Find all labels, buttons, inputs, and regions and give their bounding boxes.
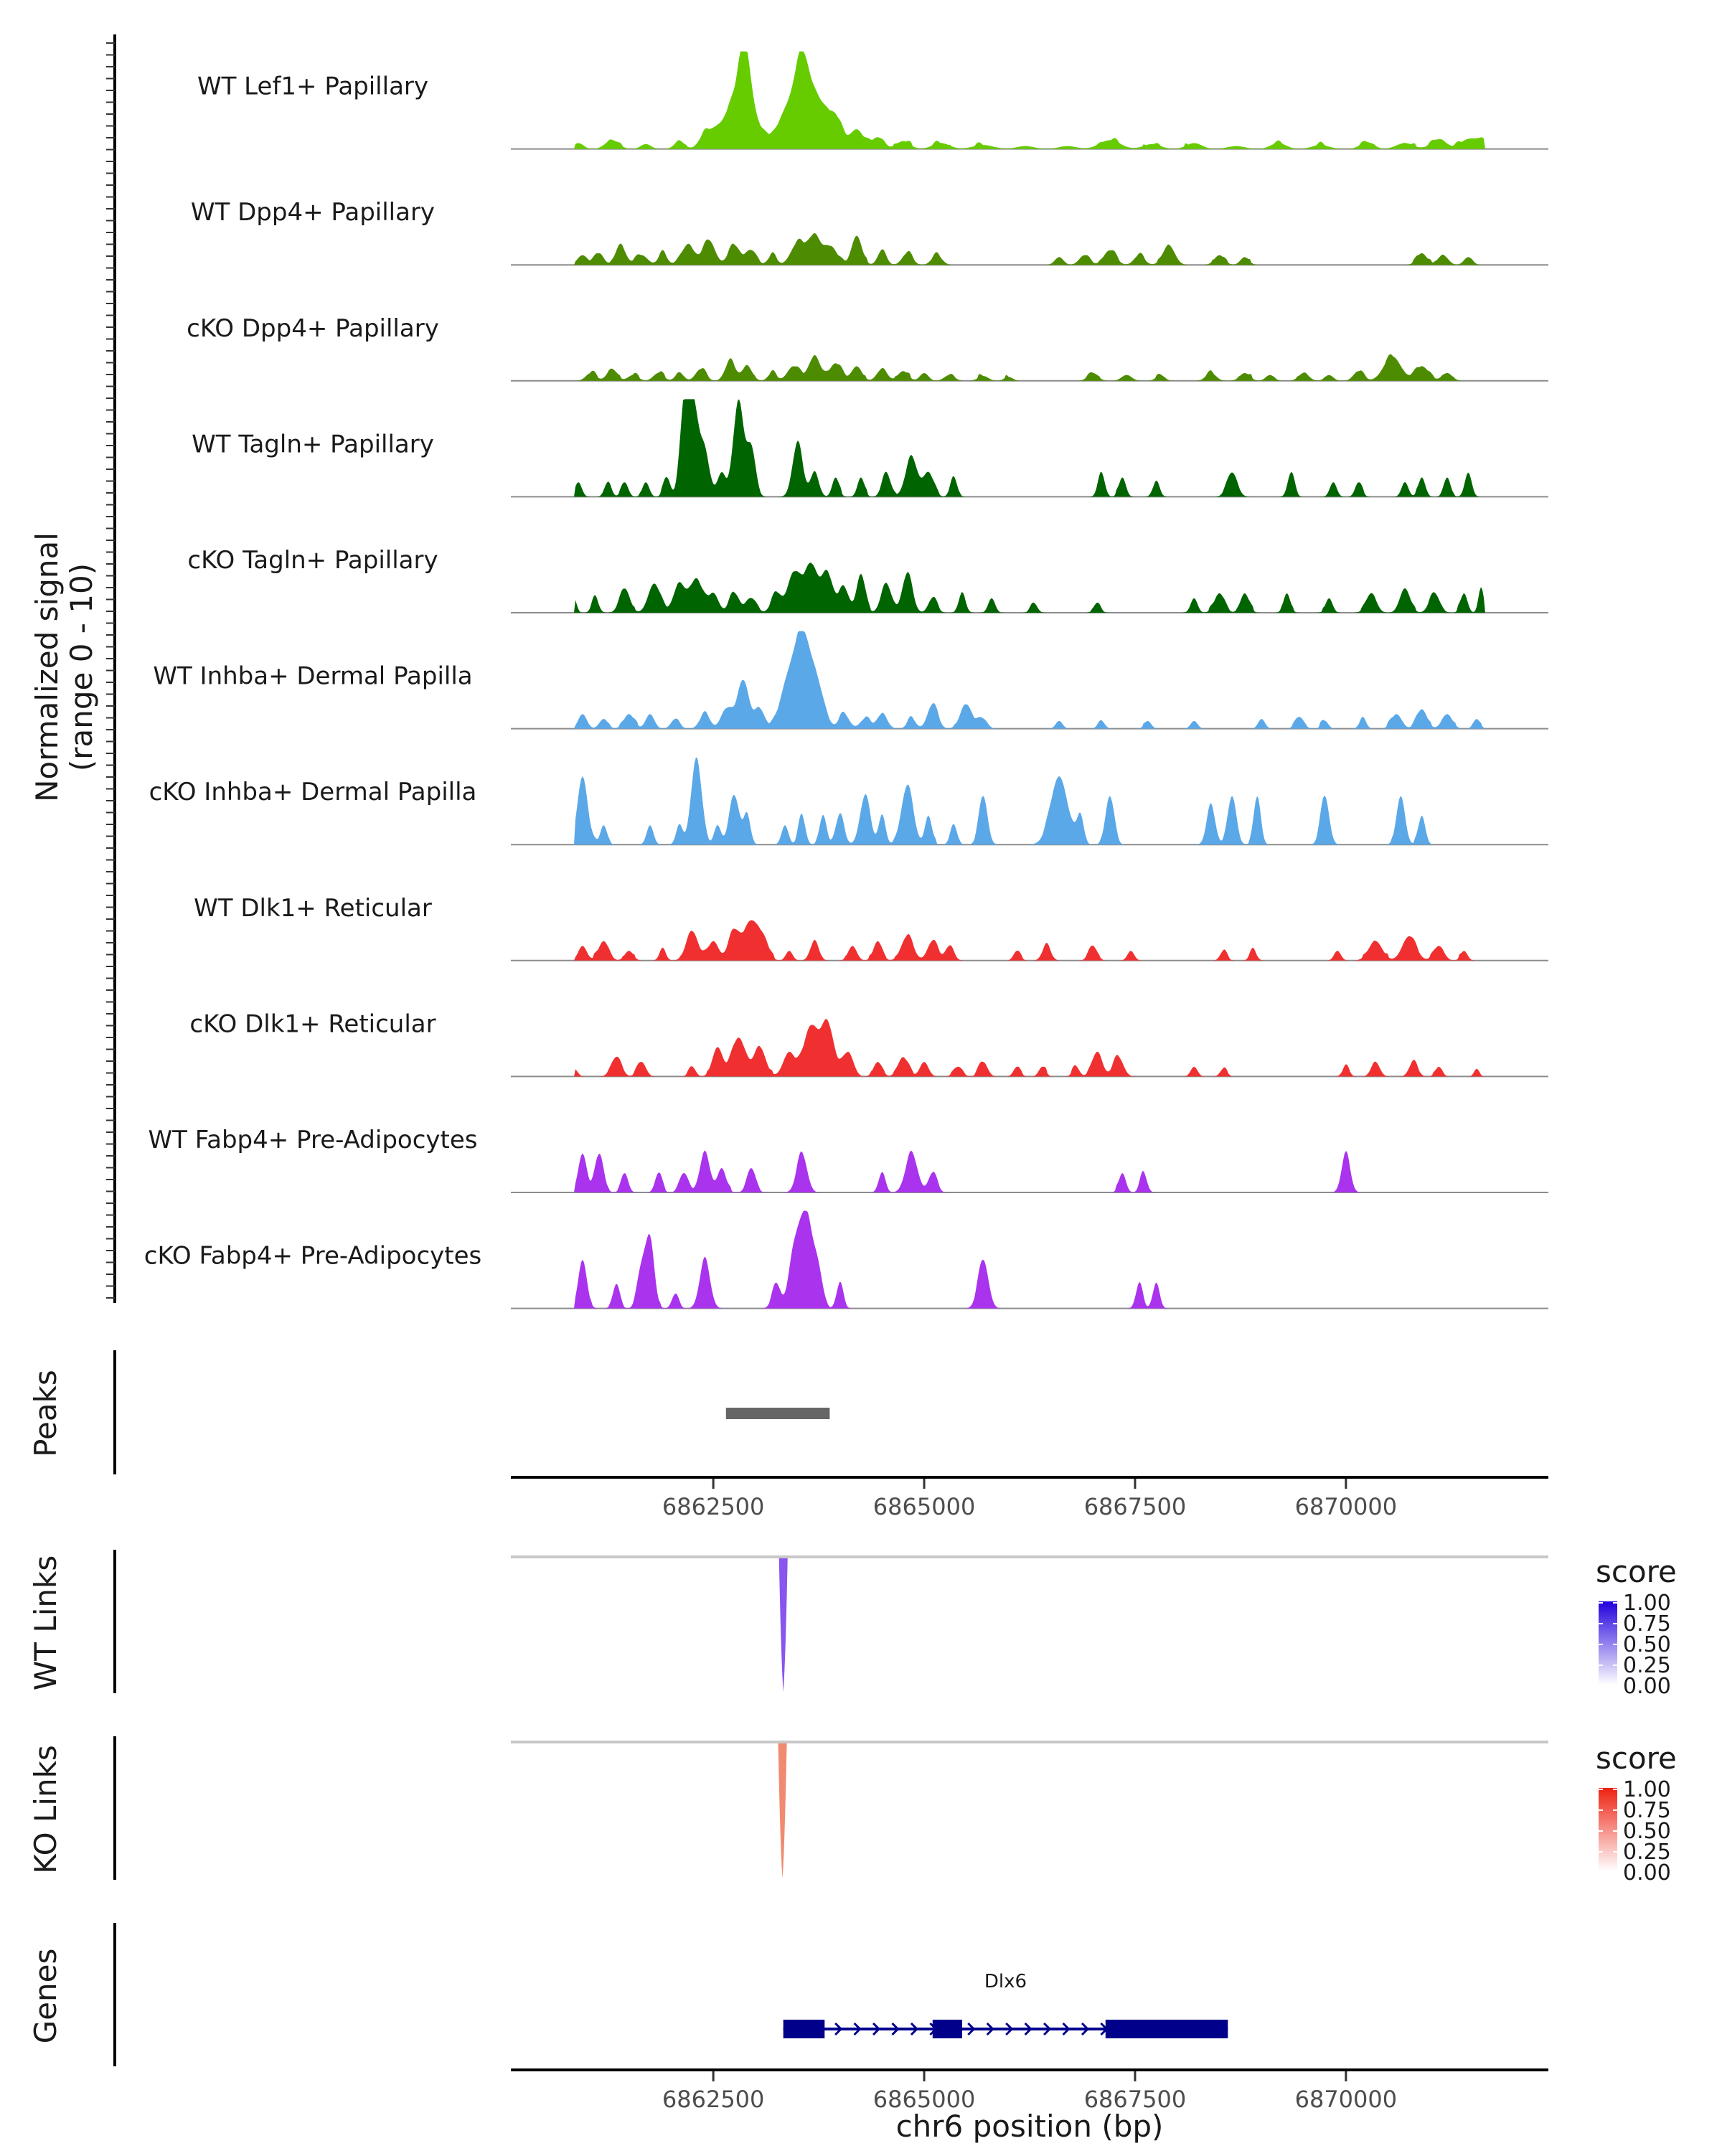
genes-track-label: Genes xyxy=(28,1949,63,2044)
wt-links-track: WT Links xyxy=(28,1550,1548,1693)
legend-tick-label: 0.25 xyxy=(1623,1840,1671,1865)
legend-tick-label: 0.50 xyxy=(1623,1819,1671,1844)
coverage-area xyxy=(511,354,1548,381)
ko-legend-title: score xyxy=(1596,1741,1677,1776)
wt-link-arc xyxy=(778,1558,788,1692)
x-tick-label: 6867500 xyxy=(1084,2086,1187,2113)
coverage-track-label: WT Tagln+ Papillary xyxy=(192,430,434,458)
gene-strand-arrow xyxy=(986,2022,994,2036)
peak-region xyxy=(725,1408,830,1419)
coverage-tracks: WT Lef1+ Papillary WT Dpp4+ Papillary cKO … xyxy=(144,51,1548,1309)
gene-strand-arrow xyxy=(834,2022,843,2036)
gene-strand-arrow xyxy=(1005,2022,1014,2036)
ko-legend-ticks: 1.000.750.500.250.00 xyxy=(1599,1777,1671,1886)
legend-tick-label: 0.25 xyxy=(1623,1653,1671,1678)
ko-score-legend: score 1.000.750.500.250.00 xyxy=(1596,1741,1677,1886)
coverage-track: cKO Dpp4+ Papillary xyxy=(187,314,1548,382)
coverage-track: cKO Tagln+ Papillary xyxy=(187,546,1548,613)
coverage-track-label: cKO Dlk1+ Reticular xyxy=(189,1009,436,1038)
gene-strand-arrow xyxy=(1062,2022,1071,2036)
coverage-y-ticks xyxy=(106,42,115,1299)
genes-track: Genes Dlx6 xyxy=(28,1923,1228,2066)
ko-links-track: KO Links xyxy=(28,1736,1548,1880)
gene-strand-arrow xyxy=(1081,2022,1090,2036)
coverage-track: WT Dlk1+ Reticular xyxy=(194,894,1548,961)
coverage-area xyxy=(511,233,1548,265)
peak-regions xyxy=(725,1408,830,1419)
gene-exon xyxy=(932,2020,962,2038)
x-axis-title: chr6 position (bp) xyxy=(896,2109,1164,2144)
coverage-area xyxy=(511,920,1548,961)
coverage-area xyxy=(511,562,1548,613)
legend-tick-label: 0.75 xyxy=(1623,1798,1671,1823)
coverage-track-label: WT Inhba+ Dermal Papilla xyxy=(153,662,472,691)
gene-exon xyxy=(1105,2020,1228,2038)
coverage-y-title-line1: Normalized signal xyxy=(29,532,65,802)
wt-legend-ticks: 1.000.750.500.250.00 xyxy=(1599,1591,1671,1699)
x-tick-label: 6867500 xyxy=(1084,1493,1187,1520)
gene-strand-arrow xyxy=(910,2022,919,2036)
coverage-area xyxy=(511,1019,1548,1077)
legend-tick-label: 0.75 xyxy=(1623,1611,1671,1637)
gene-strand-arrow xyxy=(1024,2022,1032,2036)
legend-tick-label: 1.00 xyxy=(1623,1591,1671,1616)
coverage-area xyxy=(511,1210,1548,1309)
coverage-track: cKO Fabp4+ Pre-Adipocytes xyxy=(144,1210,1548,1309)
coverage-track: WT Dpp4+ Papillary xyxy=(191,198,1548,266)
x-axis-top: 6862500 6865000 6867500 6870000 xyxy=(511,1476,1548,1520)
coverage-track: WT Fabp4+ Pre-Adipocytes xyxy=(149,1126,1548,1193)
x-axis-bottom: 6862500 6865000 6867500 6870000 chr6 positi… xyxy=(511,2068,1548,2144)
coverage-y-title-line2: (range 0 - 10) xyxy=(64,563,99,771)
x-ticks-top: 6862500 6865000 6867500 6870000 xyxy=(662,1479,1397,1520)
legend-tick-label: 0.00 xyxy=(1623,1860,1671,1886)
x-ticks-bottom: 6862500 6865000 6867500 6870000 xyxy=(662,2071,1397,2113)
peaks-track-label: Peaks xyxy=(28,1370,63,1457)
gene-name-label: Dlx6 xyxy=(984,1971,1027,1992)
coverage-track-label: cKO Fabp4+ Pre-Adipocytes xyxy=(144,1242,482,1271)
wt-legend-title: score xyxy=(1596,1554,1677,1589)
x-tick-label: 6862500 xyxy=(662,2086,765,2113)
x-tick-label: 6865000 xyxy=(873,2086,976,2113)
coverage-track: WT Tagln+ Papillary xyxy=(192,399,1548,498)
gene-exon xyxy=(783,2020,825,2038)
coverage-track-label: cKO Dpp4+ Papillary xyxy=(187,314,439,343)
gene-strand-arrow xyxy=(967,2022,976,2036)
ko-legend-colorbar xyxy=(1599,1788,1617,1871)
coverage-track-label: WT Fabp4+ Pre-Adipocytes xyxy=(149,1126,478,1154)
coverage-y-axis: Normalized signal (range 0 - 10) xyxy=(29,34,116,1303)
ko-link-arc xyxy=(778,1743,787,1878)
wt-score-legend: score 1.000.750.500.250.00 xyxy=(1596,1554,1677,1699)
coverage-track: WT Lef1+ Papillary xyxy=(197,51,1548,150)
coverage-area xyxy=(511,399,1548,497)
gene-strand-arrow xyxy=(872,2022,881,2036)
x-tick-label: 6870000 xyxy=(1295,2086,1398,2113)
peaks-track: Peaks xyxy=(28,1350,830,1474)
legend-tick-label: 0.50 xyxy=(1623,1632,1671,1657)
coverage-track-label: cKO Tagln+ Papillary xyxy=(187,546,438,575)
x-tick-label: 6862500 xyxy=(662,1493,765,1520)
gene-strand-arrow xyxy=(1043,2022,1052,2036)
coverage-track: cKO Inhba+ Dermal Papilla xyxy=(149,757,1548,846)
coverage-track: cKO Dlk1+ Reticular xyxy=(189,1009,1548,1078)
legend-tick-label: 0.00 xyxy=(1623,1674,1671,1699)
coverage-track-label: cKO Inhba+ Dermal Papilla xyxy=(149,778,477,806)
coverage-track-label: WT Dpp4+ Papillary xyxy=(191,198,435,227)
coverage-track-label: WT Dlk1+ Reticular xyxy=(194,894,432,923)
wt-legend-colorbar xyxy=(1599,1601,1617,1685)
coverage-track-label: WT Lef1+ Papillary xyxy=(197,72,428,101)
coverage-track: WT Inhba+ Dermal Papilla xyxy=(153,631,1548,730)
gene-strand-arrow xyxy=(891,2022,900,2036)
coverage-area xyxy=(511,631,1548,729)
wt-links-label: WT Links xyxy=(28,1555,63,1690)
ko-links-label: KO Links xyxy=(28,1745,63,1874)
x-tick-label: 6870000 xyxy=(1295,1493,1398,1520)
legend-tick-label: 1.00 xyxy=(1623,1777,1671,1802)
gene-strand-arrow xyxy=(853,2022,862,2036)
gene-model xyxy=(783,2020,1228,2038)
x-tick-label: 6865000 xyxy=(873,1493,976,1520)
